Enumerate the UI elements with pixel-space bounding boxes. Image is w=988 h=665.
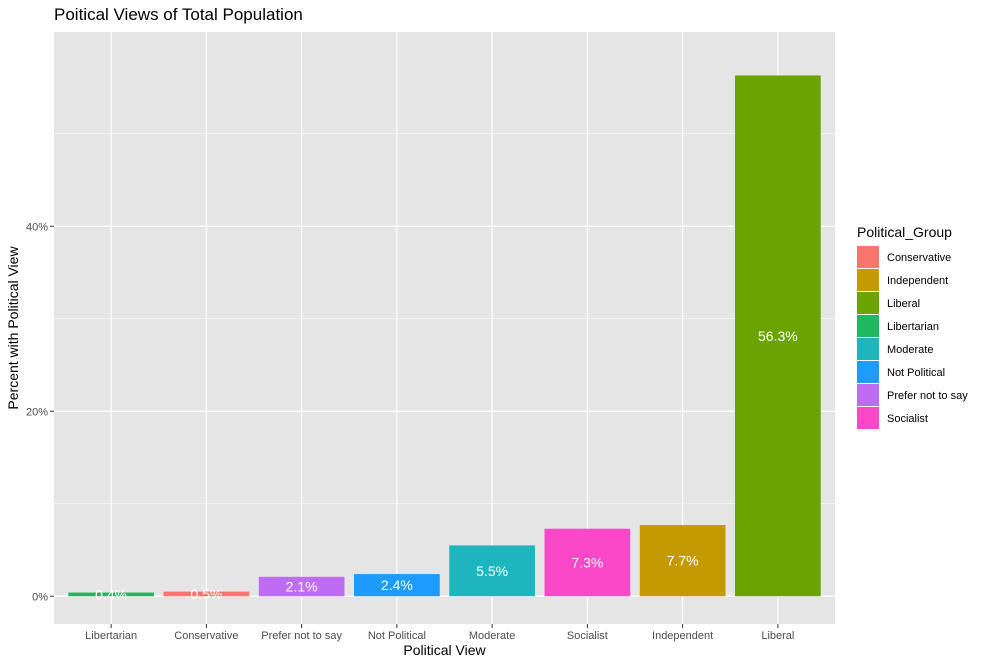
bar-socialist — [544, 528, 631, 597]
legend: Political_Group Conservative Independent L… — [857, 224, 968, 429]
legend-swatch — [857, 292, 879, 314]
bar-liberal — [734, 75, 821, 597]
legend-swatch — [857, 338, 879, 360]
legend-swatch — [857, 315, 879, 337]
bar-value-label: 0.4% — [95, 586, 127, 602]
x-tick-label: Independent — [652, 630, 713, 642]
legend-entry-label: Independent — [887, 275, 948, 287]
legend-entry-label: Not Political — [887, 367, 945, 379]
bar-conservative — [163, 591, 250, 597]
bar-moderate — [449, 545, 535, 597]
legend-swatch — [857, 269, 879, 291]
legend-entry-label: Prefer not to say — [887, 390, 968, 402]
bar-value-label: 56.3% — [758, 328, 798, 344]
bar-not-political — [354, 574, 440, 597]
legend-swatch — [857, 407, 879, 429]
bar-independent — [639, 525, 726, 597]
legend-title: Political_Group — [857, 224, 952, 240]
bar-labels: 0.4% 0.5% 2.1% 2.4% 5.5% 7.3% 7.7% 56.3% — [95, 328, 798, 603]
x-tick-label: Socialist — [567, 630, 608, 642]
bars — [68, 75, 821, 597]
bar-value-label: 5.5% — [476, 563, 508, 579]
legend-swatch — [857, 361, 879, 383]
x-tick-label: Libertarian — [85, 630, 137, 642]
legend-entry-label: Conservative — [887, 252, 951, 264]
bar-prefer-not-to-say — [258, 576, 345, 597]
x-tick-label: Liberal — [761, 630, 794, 642]
y-tick-label: 20% — [26, 406, 48, 418]
x-tick-label: Prefer not to say — [261, 630, 342, 642]
legend-entry-label: Moderate — [887, 344, 933, 356]
x-axis: Libertarian Conservative Prefer not to say… — [85, 624, 794, 642]
bar-value-label: 0.5% — [190, 586, 222, 602]
legend-entry-label: Liberal — [887, 298, 920, 310]
legend-entry-label: Socialist — [887, 413, 928, 425]
y-axis-label: Percent with Political View — [5, 246, 21, 410]
bar-value-label: 7.7% — [667, 553, 699, 569]
legend-swatch — [857, 246, 879, 268]
x-axis-label: Political View — [403, 642, 486, 658]
y-axis: 0% 20% 40% — [26, 221, 54, 603]
chart-title: Poitical Views of Total Population — [54, 5, 303, 24]
x-tick-label: Not Political — [368, 630, 426, 642]
bar-value-label: 2.1% — [286, 579, 318, 595]
y-tick-label: 40% — [26, 221, 48, 233]
x-tick-label: Moderate — [469, 630, 515, 642]
y-tick-label: 0% — [32, 591, 48, 603]
bar-value-label: 2.4% — [381, 577, 413, 593]
bar-libertarian — [68, 592, 155, 597]
legend-swatch — [857, 384, 879, 406]
legend-entry-label: Libertarian — [887, 321, 939, 333]
x-tick-label: Conservative — [174, 630, 238, 642]
bar-value-label: 7.3% — [571, 554, 603, 570]
